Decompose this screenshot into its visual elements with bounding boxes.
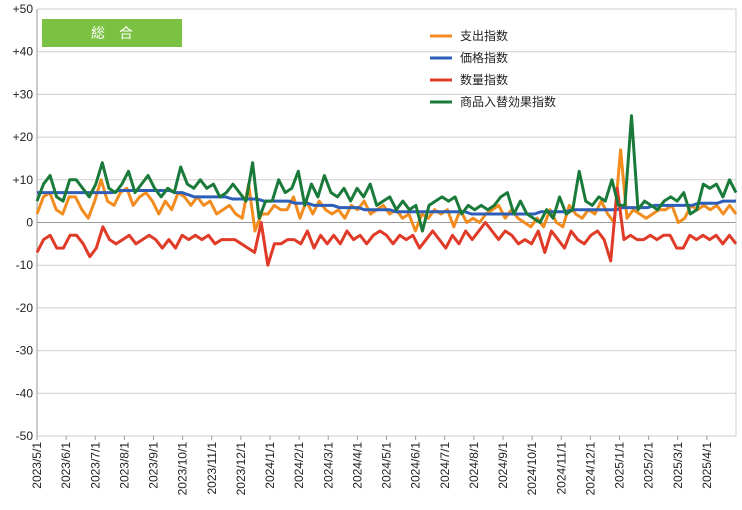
x-tick-label: 2025/4/1 — [700, 442, 714, 489]
series-line — [35, 114, 738, 233]
x-tick-label: 2024/6/1 — [409, 442, 423, 489]
chart-title-background — [42, 19, 182, 47]
x-tick-label: 2025/2/1 — [642, 442, 656, 489]
y-tick-label: -40 — [16, 386, 34, 400]
x-tick-label: 2024/1/1 — [263, 442, 277, 489]
x-tick-label: 2023/10/1 — [176, 442, 190, 496]
y-tick-label: +20 — [13, 130, 34, 144]
x-tick-label: 2024/12/1 — [583, 442, 597, 496]
x-tick-label: 2024/9/1 — [496, 442, 510, 489]
chart-title-box: 総 合 — [42, 19, 182, 47]
y-tick-label: -10 — [16, 258, 34, 272]
y-tick-label: -30 — [16, 344, 34, 358]
legend-label: 価格指数 — [460, 50, 508, 65]
y-axis-ticks: -50 -40 -30 -20 -10 0 +10 +20 +30 +40 +50 — [13, 2, 34, 443]
x-tick-label: 2024/3/1 — [321, 442, 335, 489]
legend-label: 商品入替効果指数 — [460, 94, 556, 109]
legend-label: 支出指数 — [460, 28, 508, 43]
x-tick-label: 2023/5/1 — [30, 442, 44, 489]
x-tick-label: 2024/2/1 — [292, 442, 306, 489]
x-tick-label: 2024/8/1 — [467, 442, 481, 489]
chart-title: 総 合 — [91, 26, 133, 42]
x-tick-label: 2023/11/1 — [205, 442, 219, 495]
x-tick-label: 2024/4/1 — [350, 442, 364, 489]
x-tick-label: 2025/3/1 — [671, 442, 685, 489]
y-tick-label: +50 — [13, 2, 34, 16]
x-tick-label: 2023/6/1 — [59, 442, 73, 489]
y-tick-label: -50 — [16, 429, 34, 443]
y-tick-label: 0 — [26, 216, 33, 230]
series-lines — [35, 114, 738, 267]
y-tick-label: +10 — [13, 173, 34, 187]
x-tick-label: 2023/9/1 — [147, 442, 161, 489]
x-tick-label: 2023/7/1 — [88, 442, 102, 489]
x-tick-label: 2025/1/1 — [613, 442, 627, 489]
y-tick-label: +40 — [13, 45, 34, 59]
grid — [36, 8, 737, 437]
x-tick-label: 2024/11/1 — [554, 442, 568, 495]
x-tick-label: 2024/7/1 — [438, 442, 452, 489]
x-tick-label: 2024/10/1 — [525, 442, 539, 496]
x-tick-label: 2023/8/1 — [117, 442, 131, 489]
x-tick-label: 2023/12/1 — [234, 442, 248, 496]
y-tick-label: -20 — [16, 301, 34, 315]
y-tick-label: +30 — [13, 87, 34, 101]
x-tick-label: 2024/5/1 — [380, 442, 394, 489]
x-axis-ticks: 2023/5/1 2023/6/1 2023/7/1 2023/8/1 2023/9/1… — [30, 436, 714, 495]
legend-label: 数量指数 — [460, 72, 508, 87]
